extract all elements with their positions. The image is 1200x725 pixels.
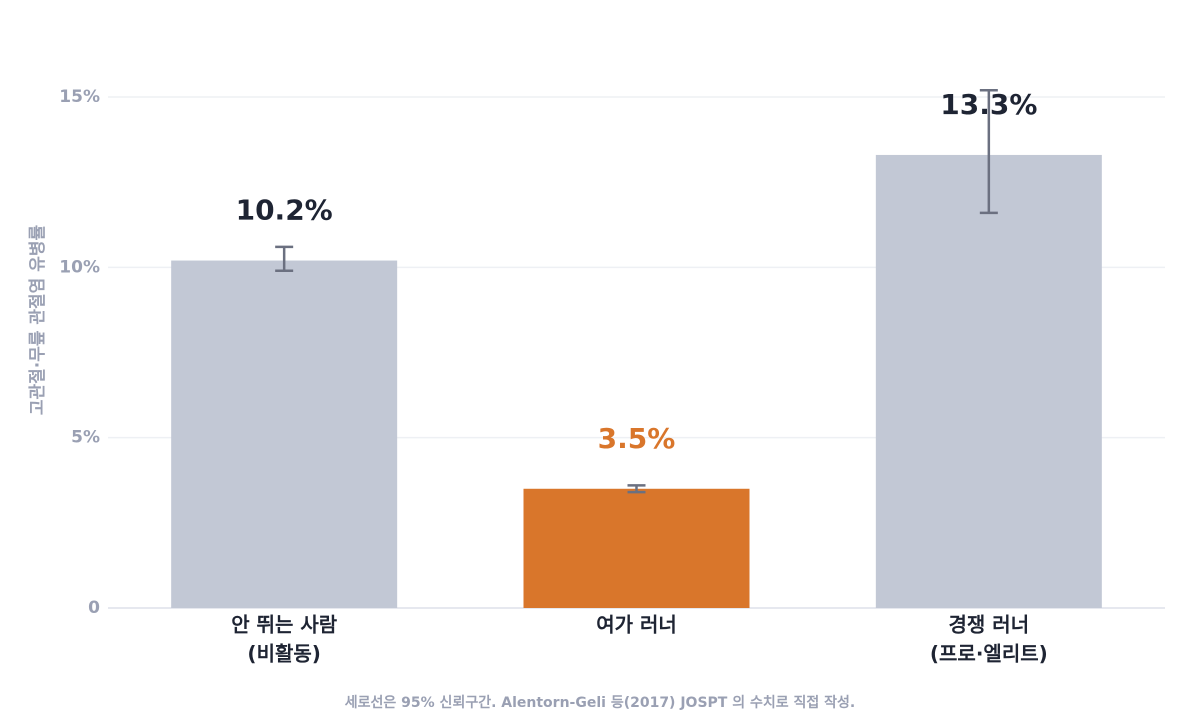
y-tick-label: 0 xyxy=(88,598,100,618)
x-tick-label: 안 뛰는 사람 xyxy=(231,613,338,637)
x-tick-label: 경쟁 러너 xyxy=(949,613,1030,637)
x-tick-label: (비활동) xyxy=(247,642,320,666)
x-tick-label: 여가 러너 xyxy=(596,613,677,637)
y-axis-title: 고관절·무릎 관절염 유병률 xyxy=(27,224,48,415)
x-tick-label: (프로·엘리트) xyxy=(930,642,1048,666)
value-label: 3.5% xyxy=(598,422,676,455)
value-label: 13.3% xyxy=(940,88,1037,121)
footnote: 세로선은 95% 신뢰구간. Alentorn-Geli 등(2017) JOS… xyxy=(345,694,855,711)
bar xyxy=(875,154,1102,608)
y-tick-label: 10% xyxy=(59,257,100,277)
y-tick-label: 15% xyxy=(59,87,100,107)
y-tick-label: 5% xyxy=(71,428,100,448)
value-label: 10.2% xyxy=(236,194,333,227)
bar xyxy=(523,488,750,608)
bar xyxy=(171,260,398,608)
